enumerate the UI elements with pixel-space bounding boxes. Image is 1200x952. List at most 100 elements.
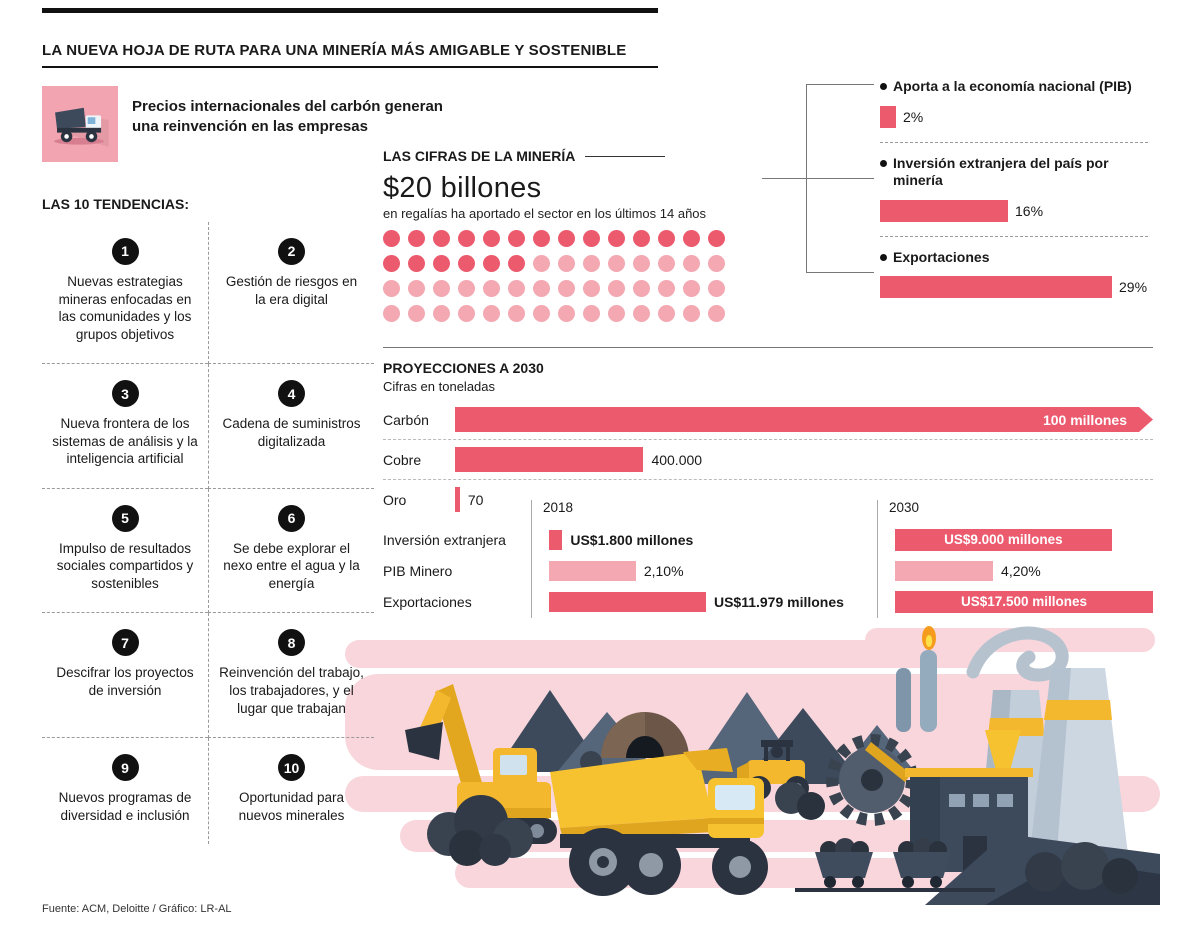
- pictogram-dot: [433, 255, 450, 272]
- projection-row-oro: Oro 70: [383, 480, 1153, 519]
- trend-item-1: 1 Nuevas estrategias mineras enfocadas e…: [42, 222, 208, 365]
- pictogram-dot: [383, 230, 400, 247]
- trend-text: Cadena de suministros digitalizada: [222, 416, 361, 449]
- stat-label: Exportaciones: [880, 249, 1148, 267]
- stat-bar: [880, 105, 896, 128]
- stat-separator: [880, 141, 1148, 143]
- pictogram-dot: [483, 230, 500, 247]
- stat-separator: [880, 235, 1148, 237]
- value-bar: US$9.000 millones: [895, 528, 1112, 551]
- pictogram-dot: [558, 255, 575, 272]
- stat-value: 2%: [903, 108, 924, 125]
- source-credit: Fuente: ACM, Deloitte / Gráfico: LR-AL: [42, 903, 232, 915]
- pictogram-dot: [508, 255, 525, 272]
- pictogram-dot: [458, 230, 475, 247]
- mining-illustration: [345, 622, 1160, 912]
- trend-number-badge: 2: [278, 238, 305, 265]
- projection-value: 400.000: [651, 451, 703, 468]
- chimney-candles: [896, 626, 937, 732]
- stat-value: 16%: [1015, 202, 1044, 219]
- projection-label: Cobre: [383, 451, 422, 468]
- trend-text: Impulso de resultados sociales compartid…: [56, 540, 194, 591]
- trend-text: Nuevas estrategias mineras enfocadas en …: [58, 274, 192, 342]
- pictogram-dot: [658, 280, 675, 297]
- trend-number-badge: 1: [111, 238, 139, 265]
- stat-label-text: Exportaciones: [893, 248, 990, 265]
- pictogram-dot: [558, 305, 575, 322]
- pictogram-dot: [483, 255, 500, 272]
- cell-2030: US$17.500 millones: [883, 590, 1153, 613]
- stat-bar-row: 29%: [880, 276, 1148, 298]
- pictogram-dot: [583, 255, 600, 272]
- trend-number-badge: 4: [278, 380, 305, 408]
- row-label: Exportaciones: [383, 593, 472, 610]
- trend-text: Se debe explorar el nexo entre el agua y…: [223, 540, 360, 591]
- projection-track: 100 millones: [455, 407, 1153, 432]
- projection-value: 70: [467, 491, 484, 508]
- bullet-icon: [880, 83, 887, 90]
- cell-2018: US$1.800 millones: [537, 529, 883, 550]
- cell-value: US$1.800 millones: [570, 531, 694, 548]
- column-divider-2018: [531, 500, 532, 618]
- pictogram-dot: [458, 305, 475, 322]
- pictogram-dot: [408, 280, 425, 297]
- page-title: LA NUEVA HOJA DE RUTA PARA UNA MINERÍA M…: [42, 42, 627, 59]
- pictogram-dot: [633, 280, 650, 297]
- cell-2018: US$11.979 millones: [537, 591, 883, 612]
- comparison-table: 2018 2030 Inversión extranjera US$1.800 …: [383, 500, 1153, 620]
- pictogram-dot: [608, 255, 625, 272]
- trend-item-9: 9 Nuevos programas de diversidad e inclu…: [42, 738, 208, 844]
- pictogram-dot: [408, 305, 425, 322]
- pictogram-dot: [608, 280, 625, 297]
- stat-inversion: Inversión extranjera del país por minerí…: [880, 155, 1148, 236]
- stat-bar-row: 2%: [880, 105, 1148, 128]
- pictogram-dot: [683, 255, 700, 272]
- pictogram-dot: [533, 280, 550, 297]
- stat-label-text: Inversión extranjera del país por minerí…: [893, 154, 1109, 189]
- intro-text: Precios internacionales del carbón gener…: [132, 98, 443, 135]
- pictogram-dot: [558, 230, 575, 247]
- pictogram-dot: [608, 230, 625, 247]
- value-bar: [549, 560, 636, 581]
- royalties-pictogram: [383, 230, 725, 322]
- pictogram-dot: [583, 230, 600, 247]
- pictogram-dot: [483, 305, 500, 322]
- stat-bar: [880, 276, 1112, 298]
- column-divider-2030: [877, 500, 878, 618]
- trend-text: Gestión de riesgos en la era digital: [225, 274, 358, 307]
- stat-bar-row: 16%: [880, 199, 1148, 222]
- pictogram-dot: [633, 230, 650, 247]
- cell-2030: US$9.000 millones: [883, 528, 1153, 551]
- trend-text: Reinvención del trabajo, los trabajadore…: [219, 665, 364, 716]
- pictogram-dot: [708, 280, 725, 297]
- pictogram-dot: [658, 255, 675, 272]
- stat-bar: [880, 199, 1008, 222]
- pictogram-dot: [633, 305, 650, 322]
- pictogram-dot: [708, 230, 725, 247]
- pictogram-dot: [658, 305, 675, 322]
- pictogram-dot: [533, 255, 550, 272]
- pictogram-dot: [708, 255, 725, 272]
- projection-row-cobre: Cobre 400.000: [383, 440, 1153, 480]
- cell-value: US$9.000 millones: [944, 532, 1063, 547]
- trend-item-7: 7 Descifrar los proyectos de inversión: [42, 613, 208, 739]
- pictogram-dot: [583, 305, 600, 322]
- pictogram-dot: [458, 255, 475, 272]
- right-hill: [925, 834, 1160, 905]
- projections-section: PROYECCIONES A 2030 Cifras en toneladas …: [383, 347, 1153, 519]
- comparison-row-pib: PIB Minero 2,10% 4,20%: [383, 555, 1153, 586]
- projection-label: Carbón: [383, 411, 429, 428]
- cifras-heading-row: LAS CIFRAS DE LA MINERÍA: [383, 148, 665, 164]
- dump-truck: [550, 748, 768, 896]
- pictogram-dot: [683, 230, 700, 247]
- pictogram-dot: [508, 280, 525, 297]
- bullet-icon: [880, 253, 887, 261]
- row-label: Inversión extranjera: [383, 531, 506, 548]
- pictogram-dot: [383, 255, 400, 272]
- pictogram-dot: [408, 230, 425, 247]
- pictogram-dot: [658, 230, 675, 247]
- bullet-icon: [880, 159, 887, 167]
- pictogram-dot: [683, 280, 700, 297]
- comparison-row-exportaciones: Exportaciones US$11.979 millones US$17.5…: [383, 586, 1153, 617]
- trend-item-5: 5 Impulso de resultados sociales compart…: [42, 489, 208, 614]
